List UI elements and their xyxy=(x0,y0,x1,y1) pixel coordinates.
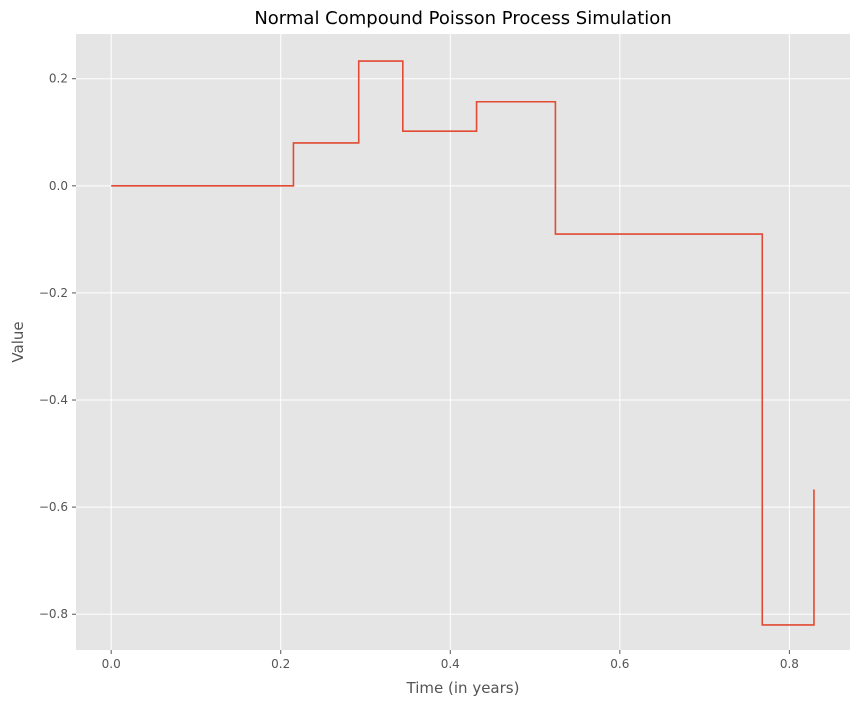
y-axis-label: Value xyxy=(9,321,27,362)
chart-title: Normal Compound Poisson Process Simulati… xyxy=(254,8,671,29)
plot-background xyxy=(76,34,850,650)
y-tick-label: −0.8 xyxy=(39,607,68,621)
x-tick-label: 0.8 xyxy=(780,657,799,671)
y-tick-label: 0.2 xyxy=(49,72,68,86)
x-axis-label: Time (in years) xyxy=(406,679,520,697)
series-line xyxy=(111,60,815,626)
grid-lines xyxy=(76,34,850,650)
series-layer xyxy=(111,60,815,626)
x-tick-label: 0.4 xyxy=(441,657,460,671)
x-tick-label: 0.2 xyxy=(271,657,290,671)
y-tick-label: 0.0 xyxy=(49,179,68,193)
y-tick-label: −0.4 xyxy=(39,393,68,407)
y-tick-label: −0.6 xyxy=(39,500,68,514)
x-tick-label: 0.0 xyxy=(102,657,121,671)
y-tick-label: −0.2 xyxy=(39,286,68,300)
axis-ticks: 0.0 0.2 0.4 0.6 0.8 −0.8 −0.6 −0.4 −0.2 0.0 0.2 xyxy=(39,72,799,671)
x-tick-label: 0.6 xyxy=(610,657,629,671)
